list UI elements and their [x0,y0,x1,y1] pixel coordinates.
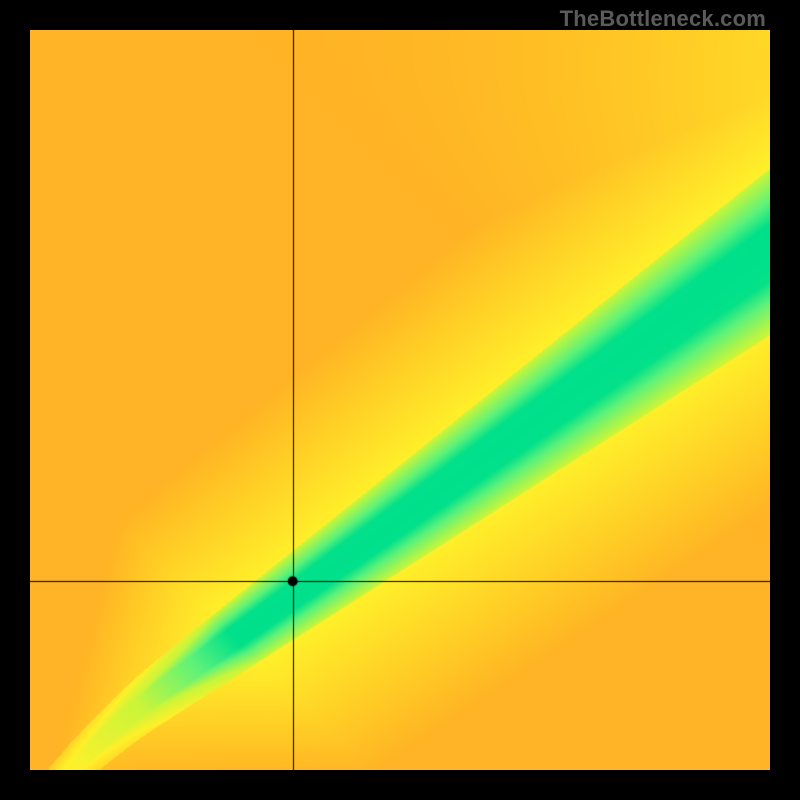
watermark-text: TheBottleneck.com [560,6,766,32]
bottleneck-heatmap [30,30,770,770]
plot-frame [30,30,770,770]
